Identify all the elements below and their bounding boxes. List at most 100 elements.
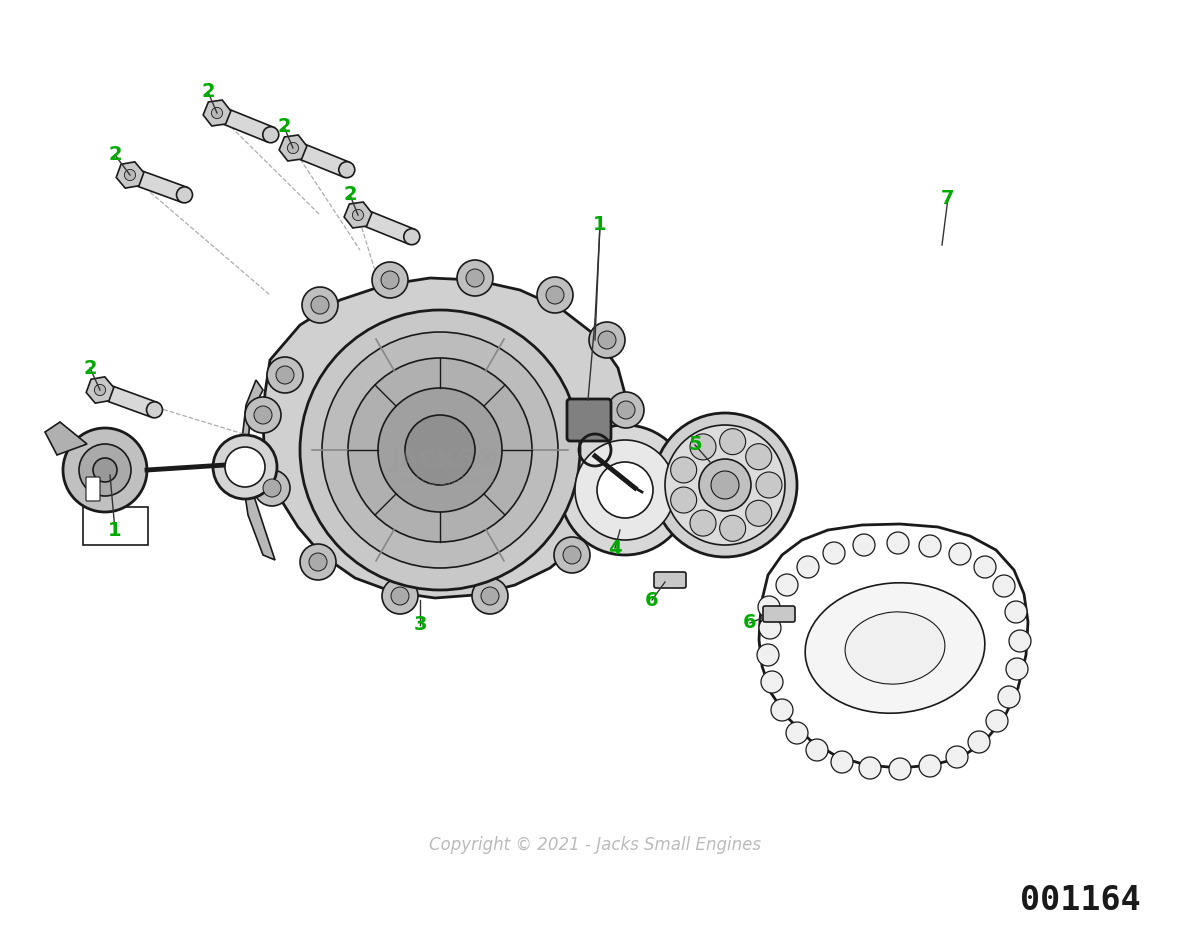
Polygon shape — [344, 202, 371, 228]
Circle shape — [797, 556, 819, 578]
Circle shape — [472, 578, 508, 614]
Circle shape — [263, 479, 281, 497]
Circle shape — [263, 127, 278, 143]
Circle shape — [213, 435, 277, 499]
Circle shape — [352, 209, 364, 220]
Circle shape — [300, 544, 336, 580]
Circle shape — [710, 471, 739, 499]
Circle shape — [1009, 630, 1031, 652]
Text: 2: 2 — [277, 117, 290, 136]
FancyBboxPatch shape — [654, 572, 685, 588]
Circle shape — [79, 444, 131, 496]
Text: 4: 4 — [608, 538, 622, 557]
Circle shape — [457, 260, 493, 296]
Circle shape — [756, 472, 782, 498]
Circle shape — [653, 413, 797, 557]
Circle shape — [309, 553, 327, 571]
Circle shape — [311, 296, 328, 314]
Circle shape — [806, 739, 828, 761]
Circle shape — [946, 746, 967, 768]
Text: 001164: 001164 — [1020, 884, 1140, 917]
Text: 1: 1 — [593, 216, 607, 235]
Circle shape — [853, 534, 875, 556]
Circle shape — [392, 587, 409, 605]
Polygon shape — [127, 167, 187, 202]
Text: 2: 2 — [201, 82, 215, 101]
Polygon shape — [759, 524, 1028, 768]
Circle shape — [787, 722, 808, 744]
Circle shape — [267, 357, 303, 393]
Circle shape — [347, 358, 532, 542]
Circle shape — [776, 574, 798, 596]
Text: 1: 1 — [108, 520, 121, 539]
Circle shape — [381, 271, 399, 289]
Circle shape — [671, 487, 696, 513]
Circle shape — [589, 322, 625, 358]
Circle shape — [823, 542, 845, 564]
Circle shape — [720, 429, 746, 455]
Text: Copyright © 2021 - Jacks Small Engines: Copyright © 2021 - Jacks Small Engines — [430, 836, 760, 854]
Circle shape — [919, 755, 941, 777]
Circle shape — [1006, 601, 1027, 623]
Circle shape — [322, 332, 558, 568]
Polygon shape — [86, 377, 114, 403]
Polygon shape — [242, 380, 275, 560]
Text: SMALL ENGINES: SMALL ENGINES — [394, 476, 495, 488]
Circle shape — [560, 425, 690, 555]
Polygon shape — [45, 422, 87, 455]
Circle shape — [987, 710, 1008, 732]
Text: 7: 7 — [941, 188, 954, 207]
Circle shape — [575, 440, 675, 540]
Circle shape — [746, 444, 771, 470]
Circle shape — [253, 470, 290, 506]
Circle shape — [690, 510, 716, 536]
Circle shape — [973, 556, 996, 578]
Circle shape — [597, 462, 653, 518]
Circle shape — [608, 392, 644, 428]
Circle shape — [599, 331, 616, 349]
Circle shape — [967, 731, 990, 753]
Text: JACKS®: JACKS® — [390, 448, 500, 472]
Circle shape — [671, 457, 696, 483]
Circle shape — [555, 537, 590, 573]
Circle shape — [889, 758, 912, 780]
Circle shape — [831, 751, 853, 773]
Circle shape — [992, 575, 1015, 597]
Circle shape — [699, 459, 751, 511]
Polygon shape — [203, 100, 231, 126]
Circle shape — [720, 516, 746, 541]
Circle shape — [746, 500, 771, 526]
Polygon shape — [280, 135, 307, 161]
Polygon shape — [263, 278, 628, 598]
Circle shape — [245, 397, 281, 433]
Circle shape — [125, 169, 136, 181]
Circle shape — [887, 532, 909, 554]
Circle shape — [372, 262, 408, 298]
Ellipse shape — [845, 612, 945, 684]
Polygon shape — [290, 141, 350, 177]
Polygon shape — [214, 106, 274, 142]
Circle shape — [63, 428, 148, 512]
Circle shape — [690, 434, 716, 460]
Circle shape — [1006, 658, 1028, 680]
Circle shape — [616, 401, 635, 419]
Circle shape — [758, 596, 779, 618]
Circle shape — [760, 671, 783, 693]
Text: 6: 6 — [744, 614, 757, 633]
Circle shape — [563, 546, 581, 564]
Circle shape — [537, 277, 574, 313]
Circle shape — [93, 458, 117, 482]
Text: 5: 5 — [688, 435, 702, 454]
Text: 2: 2 — [108, 146, 121, 165]
Circle shape — [146, 402, 163, 418]
Circle shape — [665, 425, 785, 545]
Circle shape — [225, 447, 265, 487]
Circle shape — [998, 686, 1020, 708]
Circle shape — [300, 310, 580, 590]
Circle shape — [253, 406, 273, 424]
Circle shape — [302, 287, 338, 323]
Circle shape — [288, 143, 299, 153]
Circle shape — [481, 587, 499, 605]
FancyBboxPatch shape — [566, 399, 610, 441]
FancyBboxPatch shape — [763, 606, 795, 622]
